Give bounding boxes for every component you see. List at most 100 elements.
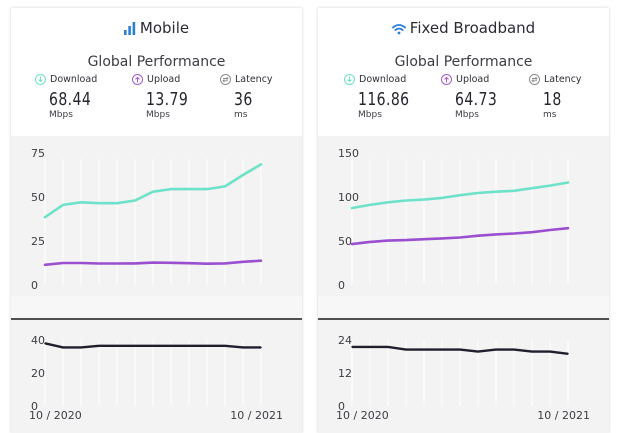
data-point-upload: [62, 262, 64, 264]
chart-area: 0 50 100 150 0 12 24 10 / 2020 10 / 2021: [318, 136, 609, 433]
metric-unit: ms: [234, 110, 248, 120]
data-point-upload: [549, 229, 551, 231]
data-point-download: [116, 202, 118, 204]
y-tick-label: 100: [338, 191, 359, 204]
data-point-latency: [188, 344, 190, 347]
data-point-upload: [134, 262, 136, 265]
data-point-latency: [260, 346, 262, 349]
data-point-upload: [152, 261, 154, 264]
data-point-upload: [260, 259, 262, 262]
data-point-download: [441, 197, 443, 199]
data-point-download: [206, 188, 208, 190]
data-point-latency: [459, 348, 461, 351]
chart-area: 0 25 50 75 0 20 40 10 / 2020 10 / 2021: [11, 136, 302, 433]
metric-label: Latency: [544, 74, 582, 85]
data-point-upload: [224, 262, 226, 265]
data-point-latency: [531, 350, 533, 353]
data-point-download: [369, 204, 371, 206]
data-point-download: [459, 194, 461, 197]
data-point-latency: [351, 346, 353, 348]
data-point-upload: [44, 263, 46, 266]
metric-unit: Mbps: [358, 110, 382, 120]
fixed-broadband-panel: Fixed Broadband Global Performance Downl…: [318, 8, 609, 433]
data-point-upload: [242, 260, 244, 263]
download-icon: [344, 74, 355, 85]
metric-latency: Latency 36 ms: [220, 74, 302, 120]
upload-icon: [132, 74, 143, 85]
panel-header: Mobile Global Performance Download 68.44…: [11, 8, 302, 136]
latency-icon: [529, 74, 540, 85]
data-point-latency: [80, 346, 82, 349]
metric-download: Download 116.86 Mbps: [344, 74, 434, 120]
data-point-upload: [80, 262, 82, 264]
data-point-upload: [477, 234, 479, 237]
metric-label: Download: [359, 74, 407, 85]
signal-bars-icon: [123, 21, 136, 39]
fixed-broadband-chart: 0 50 100 150 0 12 24 10 / 2020 10 / 2021: [318, 147, 609, 422]
y-tick-label: 0: [31, 279, 38, 292]
panel-title: Fixed Broadband: [318, 19, 609, 39]
data-point-download: [387, 201, 389, 204]
panel-subtitle: Global Performance: [394, 54, 533, 70]
wifi-icon: [391, 21, 406, 39]
x-tick-label-start: 10 / 2020: [29, 409, 82, 422]
data-point-upload: [567, 227, 569, 230]
data-point-download: [80, 201, 82, 204]
data-point-upload: [170, 262, 172, 264]
x-tick-label-start: 10 / 2020: [336, 409, 389, 422]
latency-y-tick-label: 40: [31, 334, 45, 347]
data-point-latency: [495, 348, 497, 351]
data-point-upload: [423, 238, 425, 241]
data-point-download: [170, 188, 172, 190]
data-point-latency: [152, 344, 154, 347]
metric-value: 116.86: [358, 89, 410, 110]
y-tick-label: 150: [338, 147, 359, 160]
data-point-latency: [369, 346, 371, 348]
metric-label: Latency: [235, 74, 273, 85]
latency-y-tick-label: 12: [338, 367, 352, 380]
data-point-download: [477, 192, 479, 194]
data-point-upload: [188, 262, 190, 264]
data-point-download: [152, 190, 154, 193]
upload-icon: [441, 74, 452, 85]
latency-y-tick-label: 0: [338, 400, 345, 413]
metric-unit: Mbps: [146, 110, 170, 120]
latency-y-tick-label: 24: [338, 334, 352, 347]
metric-upload: Upload 13.79 Mbps: [132, 74, 222, 120]
mobile-chart: 0 25 50 75 0 20 40 10 / 2020 10 / 2021: [11, 147, 302, 422]
mobile-panel: Mobile Global Performance Download 68.44…: [11, 8, 302, 433]
data-point-upload: [369, 241, 371, 243]
data-point-upload: [116, 262, 118, 265]
data-point-upload: [531, 231, 533, 233]
metric-latency: Latency 18 ms: [529, 74, 609, 120]
data-point-upload: [387, 239, 389, 242]
metric-value: 13.79: [146, 89, 189, 110]
data-point-latency: [387, 346, 389, 348]
data-point-download: [495, 190, 497, 193]
y-tick-label: 25: [31, 235, 45, 248]
data-point-latency: [116, 344, 118, 347]
panel-title-text: Mobile: [139, 19, 190, 37]
x-tick-label-end: 10 / 2021: [230, 409, 283, 422]
data-point-download: [224, 185, 226, 188]
data-point-upload: [405, 239, 407, 241]
y-tick-label: 75: [31, 147, 45, 160]
data-point-upload: [495, 233, 497, 236]
data-point-download: [513, 190, 515, 192]
data-point-download: [260, 163, 262, 166]
data-point-upload: [441, 237, 443, 240]
data-point-latency: [405, 348, 407, 351]
latency-icon: [220, 74, 231, 85]
metric-download: Download 68.44 Mbps: [35, 74, 125, 120]
data-point-upload: [459, 236, 461, 239]
data-point-latency: [98, 344, 100, 347]
data-point-latency: [44, 342, 46, 345]
data-point-download: [134, 199, 136, 202]
y-tick-label: 50: [31, 191, 45, 204]
data-point-upload: [351, 243, 353, 245]
latency-y-tick-label: 20: [31, 367, 45, 380]
data-point-latency: [513, 348, 515, 351]
data-point-latency: [242, 346, 244, 349]
metric-value: 64.73: [455, 89, 498, 110]
data-point-latency: [441, 348, 443, 351]
